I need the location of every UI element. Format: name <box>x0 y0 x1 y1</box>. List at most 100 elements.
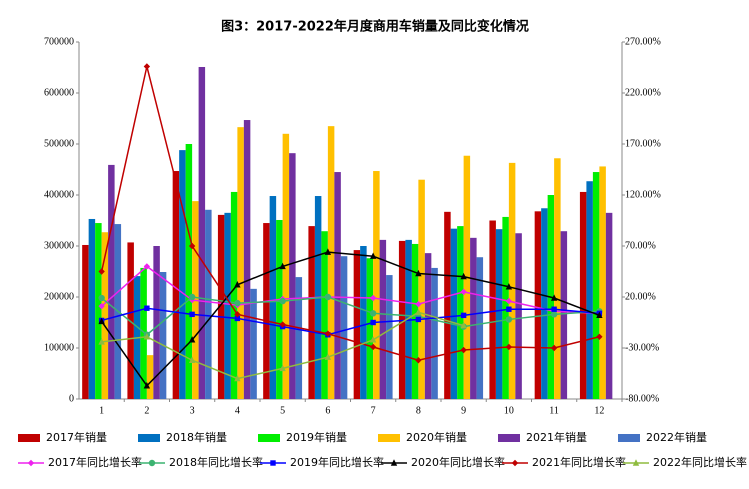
marker <box>390 459 398 466</box>
line <box>100 66 600 362</box>
bar <box>108 164 115 399</box>
marker <box>324 293 332 301</box>
bar <box>217 214 225 399</box>
y2-tick-label: 220.00% <box>625 87 661 98</box>
bar <box>101 232 109 399</box>
bar <box>450 228 458 399</box>
y2-tick-label: 70.00% <box>625 240 656 251</box>
bar <box>470 237 477 399</box>
marker <box>270 460 276 466</box>
x-tick-label: 5 <box>280 405 285 416</box>
marker <box>279 297 286 305</box>
marker <box>369 343 377 351</box>
bar <box>508 162 516 399</box>
marker <box>279 364 286 372</box>
x-tick-label: 1 <box>99 405 104 416</box>
bar <box>386 275 393 399</box>
bar <box>289 153 296 399</box>
marker <box>234 311 241 318</box>
line <box>101 251 600 387</box>
y-tick-label: 700000 <box>44 36 74 47</box>
marker <box>511 459 519 467</box>
marker <box>460 272 467 280</box>
marker <box>506 306 512 312</box>
legend-swatch <box>18 434 40 442</box>
marker <box>234 374 241 382</box>
marker <box>324 330 332 337</box>
y-tick-label: 500000 <box>44 138 74 149</box>
bar <box>353 250 361 399</box>
marker <box>505 297 513 305</box>
y2-tick-label: -30.00% <box>625 342 659 353</box>
bar <box>411 243 419 399</box>
legend-label: 2019年同比增长率 <box>290 455 384 469</box>
line <box>101 307 600 336</box>
x-tick-label: 2 <box>144 405 149 416</box>
bar <box>373 171 380 399</box>
marker <box>460 288 467 296</box>
marker <box>460 346 467 354</box>
x-tick-label: 12 <box>594 405 604 416</box>
line <box>101 296 600 336</box>
bar <box>88 218 96 399</box>
bar <box>360 246 367 399</box>
y2-tick-label: 20.00% <box>625 291 656 302</box>
bar <box>205 209 212 399</box>
legend-swatch <box>498 434 520 442</box>
bar <box>431 267 438 399</box>
legend-label: 2018年销量 <box>166 430 227 444</box>
legend-label: 2021年销量 <box>526 430 587 444</box>
bar <box>179 150 186 399</box>
marker <box>369 294 377 302</box>
marker <box>234 315 241 322</box>
y-tick-label: 300000 <box>44 240 74 251</box>
bar <box>366 258 374 399</box>
marker <box>369 310 377 317</box>
marker <box>415 316 422 323</box>
marker <box>415 300 422 308</box>
bar <box>282 133 290 400</box>
bar <box>276 219 283 399</box>
bar <box>495 229 503 399</box>
marker <box>505 283 513 290</box>
bar <box>379 239 387 399</box>
marker <box>550 294 558 301</box>
legend-label: 2018年同比增长率 <box>169 455 263 469</box>
bar <box>172 171 180 399</box>
legend-label: 2020年销量 <box>406 430 467 444</box>
bar <box>153 246 160 399</box>
bar <box>605 212 613 399</box>
bar <box>308 226 315 399</box>
bar <box>476 257 484 399</box>
marker <box>369 336 377 343</box>
bar <box>185 144 193 399</box>
bar <box>502 216 509 399</box>
bar <box>579 191 587 399</box>
marker <box>234 299 241 307</box>
y2-tick-label: 270.00% <box>625 36 661 47</box>
marker <box>551 306 557 312</box>
bar <box>334 172 341 399</box>
bar <box>159 272 167 399</box>
marker <box>415 269 422 277</box>
x-tick-label: 11 <box>549 405 559 416</box>
bar <box>140 267 147 399</box>
bar <box>230 191 238 399</box>
marker <box>596 311 603 319</box>
bar <box>586 181 593 399</box>
legend-label: 2019年销量 <box>286 430 347 444</box>
marker <box>188 242 196 250</box>
marker <box>188 336 196 343</box>
marker <box>98 338 105 345</box>
x-tick-label: 9 <box>461 405 466 416</box>
marker <box>415 308 422 315</box>
bar <box>198 66 206 400</box>
bar <box>237 127 244 400</box>
bar <box>321 231 328 399</box>
y2-tick-label: 120.00% <box>625 189 661 200</box>
marker <box>279 321 286 328</box>
marker <box>369 252 377 259</box>
y2-tick-label: 170.00% <box>625 138 661 149</box>
bar <box>424 253 432 399</box>
marker <box>143 63 151 70</box>
